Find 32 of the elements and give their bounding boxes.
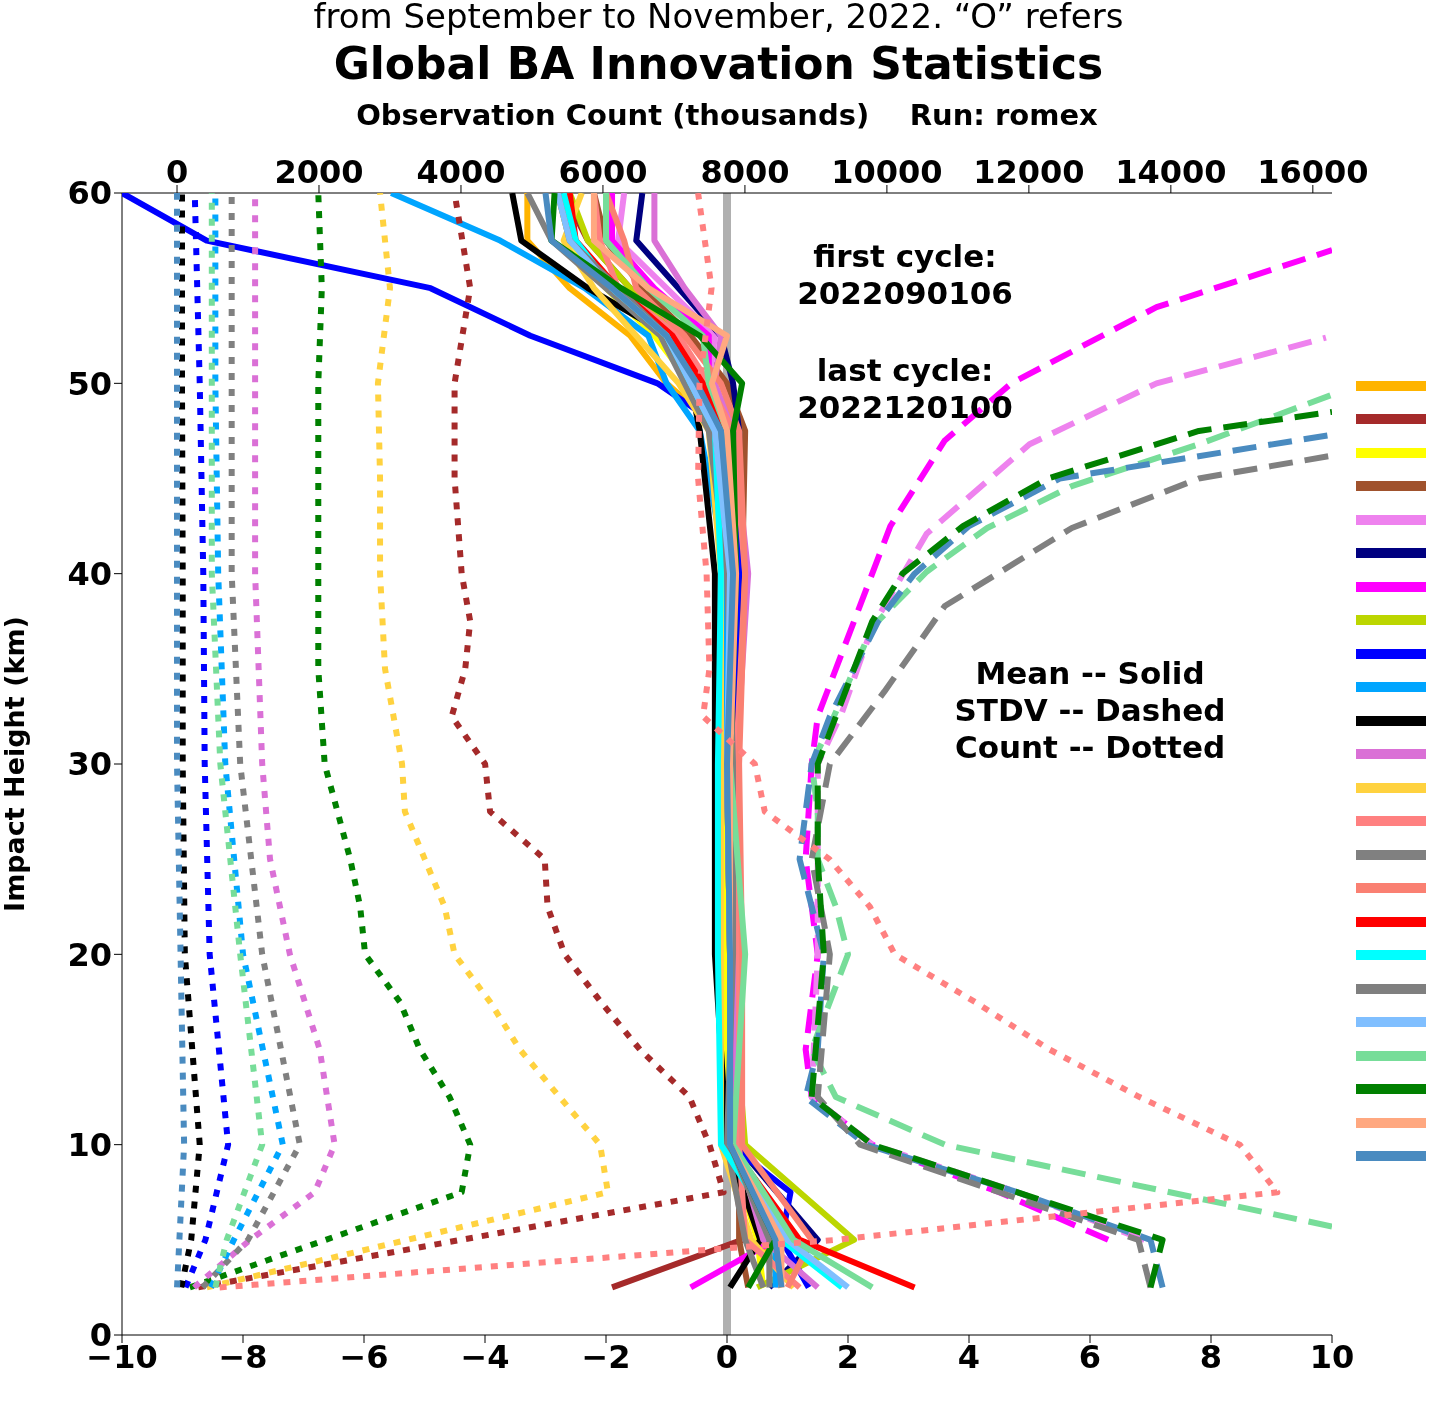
x2-tick-label: 12000 xyxy=(973,153,1085,191)
x2-tick-label: 2000 xyxy=(274,153,364,191)
annotation: first cycle: 2022090106 xyxy=(796,238,1014,313)
x-tick-label: −4 xyxy=(460,1337,510,1376)
x2-tick-label: 8000 xyxy=(700,153,790,191)
y-tick-label: 40 xyxy=(67,555,112,594)
x-tick-label: −8 xyxy=(218,1337,268,1376)
x-tick-label: 8 xyxy=(1199,1337,1223,1376)
x2-tick-label: 10000 xyxy=(831,153,943,191)
y-tick-label: 20 xyxy=(67,935,112,974)
x-tick-label: 6 xyxy=(1078,1337,1102,1376)
x-tick-label: 0 xyxy=(715,1337,739,1376)
x2-tick-label: 16000 xyxy=(1257,153,1369,191)
x-tick-label: −2 xyxy=(581,1337,631,1376)
chart-title: Global BA Innovation Statistics xyxy=(332,38,1105,89)
y-tick-label: 30 xyxy=(67,745,112,784)
x2-axis-title: Observation Count (thousands) Run: romex xyxy=(355,98,1099,132)
y-axis-title: Impact Height (km) xyxy=(0,616,30,912)
annotation: Mean -- Solid STDV -- Dashed Count -- Dotted xyxy=(953,655,1227,767)
x-tick-label: 4 xyxy=(957,1337,981,1376)
x2-tick-label: 14000 xyxy=(1115,153,1227,191)
x2-tick-label: 0 xyxy=(165,153,189,191)
text: from September to November, 2022. “O” refers xyxy=(312,0,1125,37)
y-tick-label: 10 xyxy=(67,1126,112,1165)
y-tick-label: 50 xyxy=(67,364,112,403)
x-tick-label: 2 xyxy=(836,1337,860,1376)
y-tick-label: 60 xyxy=(67,174,112,213)
x-tick-label: 10 xyxy=(1309,1337,1355,1376)
annotation: last cycle: 2022120100 xyxy=(796,352,1014,427)
x2-tick-label: 4000 xyxy=(416,153,506,191)
x2-tick-label: 6000 xyxy=(558,153,648,191)
x-tick-label: −6 xyxy=(339,1337,389,1376)
